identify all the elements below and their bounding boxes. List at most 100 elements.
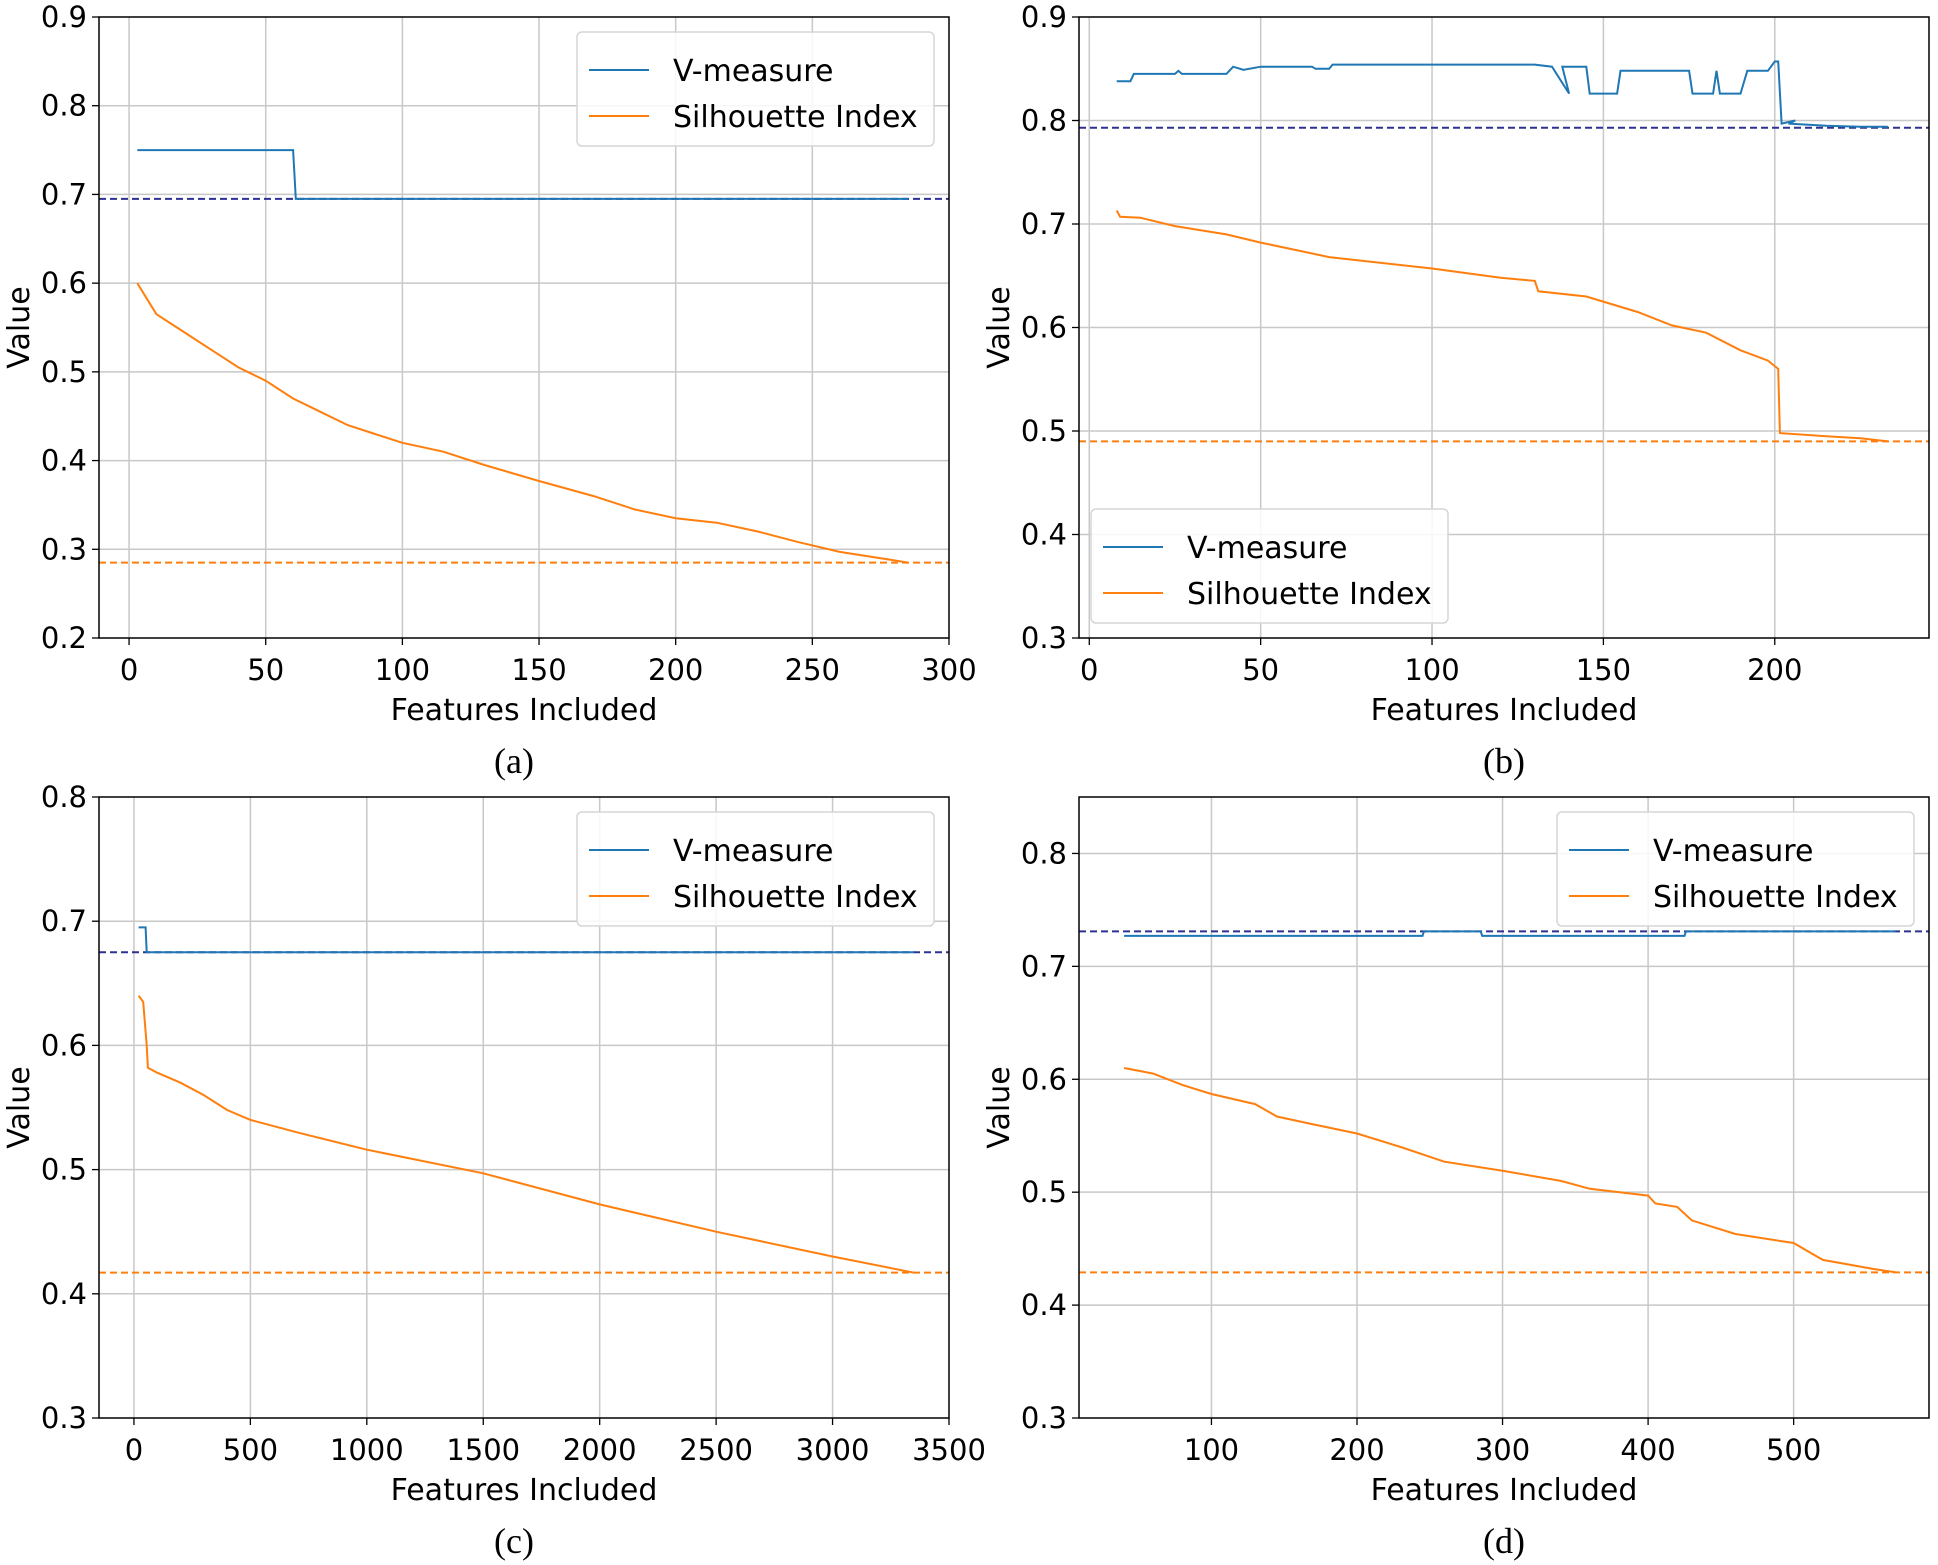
y-axis-label: Value (2, 1066, 37, 1148)
legend: V-measure Silhouette Index (576, 31, 935, 147)
x-axis-label: Features Included (1371, 693, 1638, 728)
y-tick-label: 0.8 (1021, 104, 1067, 138)
x-tick-label: 0 (120, 653, 138, 687)
plot-area (1079, 930, 1929, 1274)
x-tick-label: 250 (785, 653, 840, 687)
x-tick-label: 400 (1620, 1433, 1675, 1467)
legend-box (576, 31, 935, 147)
axes-frame (98, 796, 950, 1419)
plot-area (99, 149, 949, 564)
x-axis-label: Features Included (391, 693, 658, 728)
legend-label: Silhouette Index (1187, 577, 1432, 612)
panel-caption: (b) (1483, 741, 1525, 781)
axes-frame (98, 16, 950, 639)
legend-label: V-measure (1187, 531, 1347, 566)
x-tick-label: 3000 (796, 1433, 870, 1467)
x-tick-label: 500 (223, 1433, 278, 1467)
y-tick-label: 0.5 (41, 1153, 87, 1187)
x-tick-label: 50 (247, 653, 284, 687)
y-tick-label: 0.8 (41, 89, 87, 123)
x-tick-label: 300 (921, 653, 976, 687)
y-tick-label: 0.4 (41, 444, 87, 478)
vmeasure-line (1116, 60, 1888, 128)
chart-panel-b: 0 50 100 150 200 0.3 0.4 0.5 0.6 0.7 0.8 0.9 Feature… (982, 0, 1930, 781)
legend: V-measure Silhouette Index (576, 811, 935, 927)
legend-label: V-measure (673, 834, 833, 869)
y-tick-label: 0.4 (1021, 1288, 1067, 1322)
legend-label: V-measure (1653, 834, 1813, 869)
x-tick-label: 100 (1184, 1433, 1239, 1467)
y-tick-label: 0.5 (41, 355, 87, 389)
legend-label: Silhouette Index (673, 880, 918, 915)
y-axis-label: Value (982, 286, 1017, 368)
x-tick-label: 1500 (446, 1433, 520, 1467)
y-axis-label: Value (982, 1066, 1017, 1148)
y-tick-label: 0.7 (1021, 949, 1067, 983)
legend: V-measure Silhouette Index (1556, 811, 1915, 927)
x-axis-label: Features Included (1371, 1473, 1638, 1508)
vmeasure-line (138, 926, 915, 954)
x-tick-label: 2000 (563, 1433, 637, 1467)
plot-area (1079, 60, 1929, 443)
silhouette-line (1123, 1067, 1896, 1274)
legend-label: Silhouette Index (673, 100, 918, 135)
legend-label: V-measure (673, 54, 833, 89)
legend-box (1556, 811, 1915, 927)
x-tick-label: 100 (375, 653, 430, 687)
y-tick-label: 0.9 (1021, 0, 1067, 34)
panel-caption: (a) (494, 741, 534, 781)
x-tick-label: 200 (648, 653, 703, 687)
legend-box (576, 811, 935, 927)
vmeasure-line (1124, 930, 1896, 937)
y-tick-label: 0.6 (1021, 1062, 1067, 1096)
x-tick-label: 100 (1404, 653, 1459, 687)
y-tick-label: 0.3 (41, 1401, 87, 1435)
y-tick-label: 0.8 (1021, 836, 1067, 870)
axes-frame (1078, 796, 1930, 1419)
panel-caption: (c) (494, 1521, 534, 1561)
y-axis-label: Value (2, 286, 37, 368)
axes-frame (1078, 16, 1930, 639)
y-tick-label: 0.9 (41, 0, 87, 34)
x-tick-label: 3500 (912, 1433, 986, 1467)
silhouette-line (137, 995, 915, 1274)
chart-panel-a: 0 50 100 150 200 250 300 0.2 0.3 0.4 0.5 0.6 0.7 0.8 0… (2, 0, 977, 781)
x-tick-label: 300 (1475, 1433, 1530, 1467)
y-tick-label: 0.8 (41, 780, 87, 814)
y-tick-label: 0.6 (1021, 311, 1067, 345)
silhouette-line (1115, 210, 1889, 443)
vmeasure-line (137, 149, 908, 200)
plot-area (99, 926, 949, 1274)
x-tick-label: 0 (1080, 653, 1098, 687)
legend-label: Silhouette Index (1653, 880, 1898, 915)
y-tick-label: 0.5 (1021, 414, 1067, 448)
y-tick-label: 0.2 (41, 621, 87, 655)
y-tick-label: 0.6 (41, 1028, 87, 1062)
y-tick-label: 0.3 (41, 532, 87, 566)
y-tick-label: 0.7 (1021, 207, 1067, 241)
legend: V-measure Silhouette Index (1090, 508, 1449, 624)
y-tick-label: 0.3 (1021, 1401, 1067, 1435)
x-tick-label: 500 (1766, 1433, 1821, 1467)
legend-box (1090, 508, 1449, 624)
y-tick-label: 0.4 (1021, 518, 1067, 552)
y-tick-label: 0.4 (41, 1277, 87, 1311)
x-tick-label: 150 (1576, 653, 1631, 687)
y-tick-label: 0.5 (1021, 1175, 1067, 1209)
x-tick-label: 200 (1329, 1433, 1384, 1467)
panel-caption: (d) (1483, 1521, 1525, 1561)
y-tick-label: 0.7 (41, 177, 87, 211)
y-tick-label: 0.3 (1021, 621, 1067, 655)
y-tick-label: 0.7 (41, 904, 87, 938)
x-tick-label: 150 (511, 653, 566, 687)
x-tick-label: 200 (1747, 653, 1802, 687)
silhouette-line (136, 282, 909, 564)
x-axis-label: Features Included (391, 1473, 658, 1508)
y-tick-label: 0.6 (41, 266, 87, 300)
x-tick-label: 2500 (679, 1433, 753, 1467)
x-tick-label: 0 (125, 1433, 143, 1467)
x-tick-label: 1000 (330, 1433, 404, 1467)
chart-panel-c: 0 500 1000 1500 2000 2500 3000 3500 0.3 0.4 0.5 0.6… (2, 780, 986, 1561)
chart-panel-d: 100 200 300 400 500 0.3 0.4 0.5 0.6 0.7 0.8 Feature… (982, 796, 1930, 1561)
